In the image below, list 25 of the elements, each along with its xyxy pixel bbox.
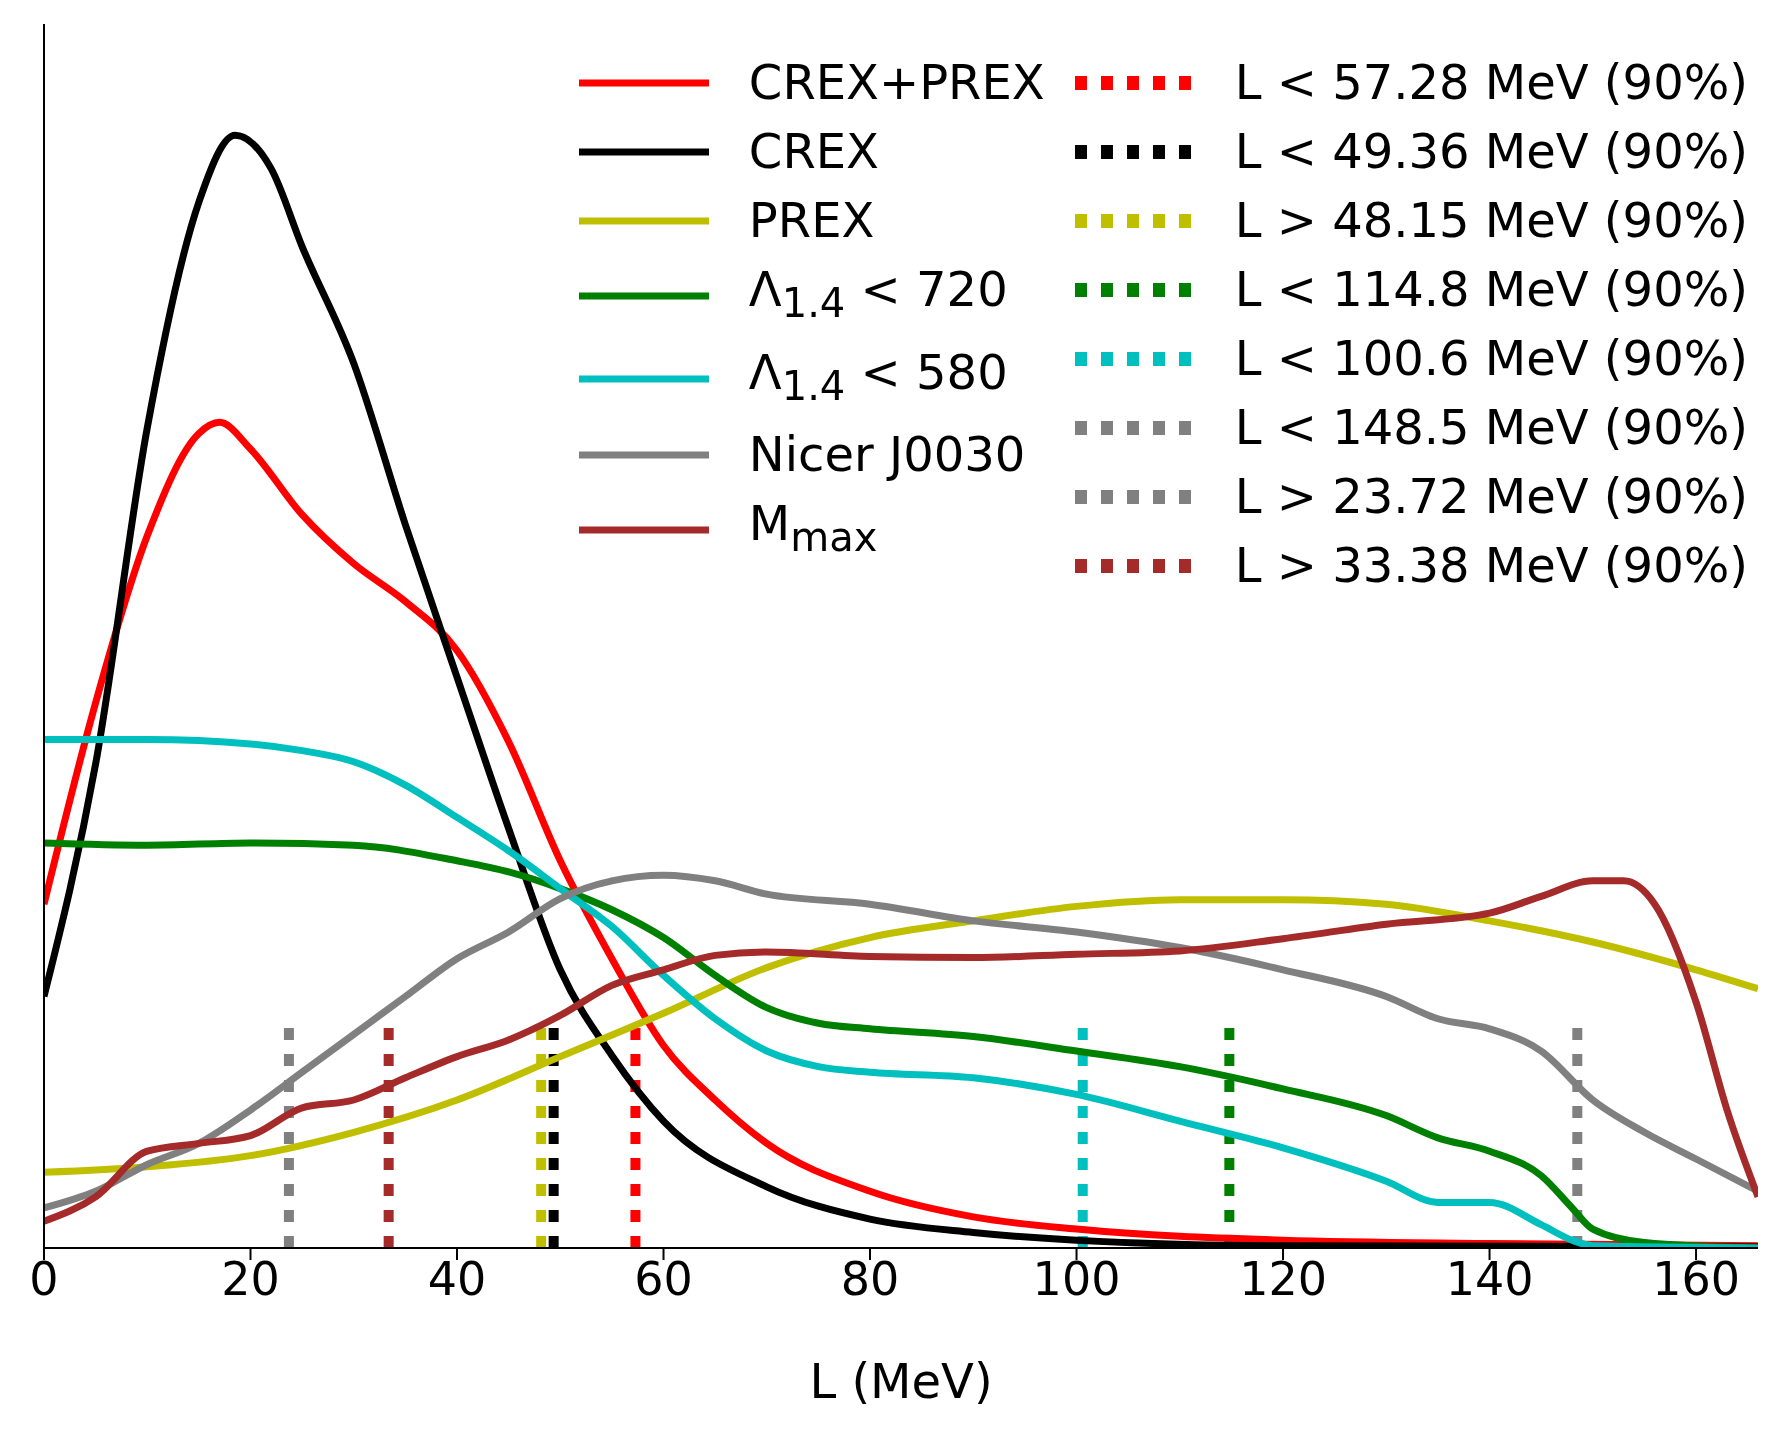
legend-label: L > 33.38 MeV (90%)	[1234, 536, 1748, 595]
x-tick-label: 0	[29, 1251, 59, 1306]
x-axis-title: L (MeV)	[809, 1353, 993, 1409]
x-tick-label: 140	[1445, 1251, 1534, 1306]
legend-label: Λ$_{1.4}$ < 720	[748, 260, 1008, 328]
x-tick-label: 20	[221, 1251, 280, 1306]
legend-label: L < 49.36 MeV (90%)	[1234, 122, 1748, 181]
legend-label: Nicer J0030	[748, 425, 1026, 485]
legend-label: PREX	[748, 191, 875, 250]
x-tick-label: 120	[1239, 1251, 1327, 1306]
legend-label: M$_{max}$	[748, 494, 878, 562]
legend-label: L < 100.6 MeV (90%)	[1234, 329, 1748, 388]
x-tick-label: 40	[427, 1251, 487, 1306]
x-tick-label: 100	[1032, 1251, 1121, 1306]
legend-label: Λ$_{1.4}$ < 580	[748, 342, 1008, 411]
legend-label: L < 148.5 MeV (90%)	[1234, 398, 1748, 457]
legend-label: L > 48.15 MeV (90%)	[1234, 191, 1748, 250]
legend-label: L > 23.72 MeV (90%)	[1234, 467, 1748, 526]
x-tick-label: 160	[1652, 1251, 1740, 1306]
legend-label: CREX	[748, 122, 879, 181]
x-tick-label: 60	[634, 1251, 693, 1306]
legend-label: L < 114.8 MeV (90%)	[1234, 260, 1748, 319]
legend-label: CREX+PREX	[748, 53, 1045, 112]
x-tick-label: 80	[840, 1251, 900, 1306]
legend-label: L < 57.28 MeV (90%)	[1234, 53, 1748, 112]
